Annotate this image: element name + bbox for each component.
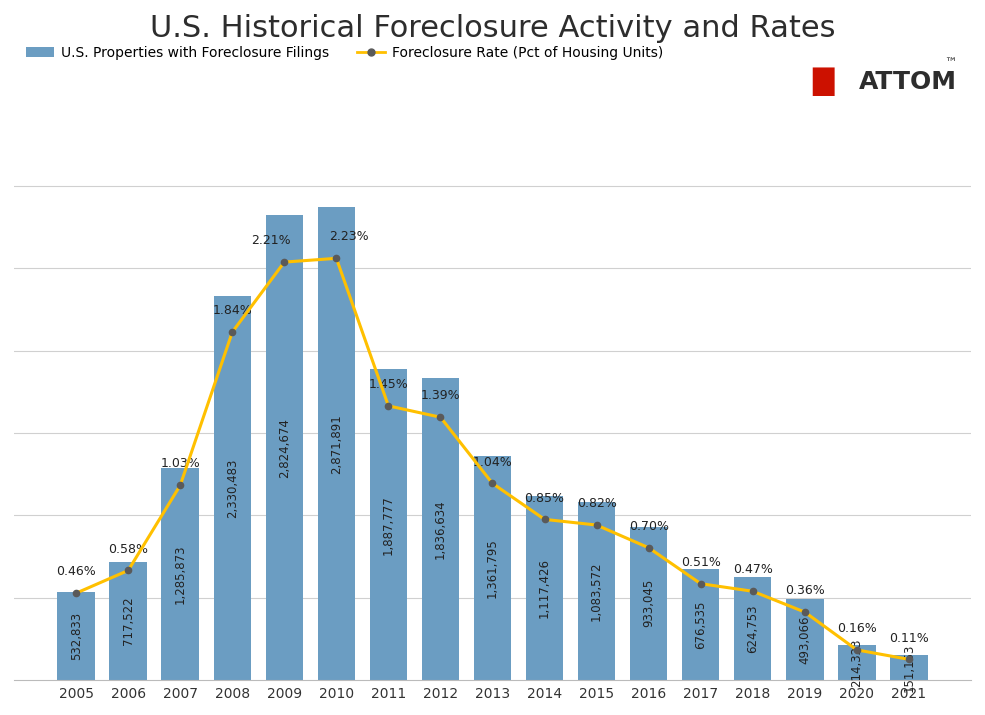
Text: 532,833: 532,833 — [70, 612, 83, 661]
Title: U.S. Historical Foreclosure Activity and Rates: U.S. Historical Foreclosure Activity and… — [150, 14, 835, 43]
Text: 0.82%: 0.82% — [576, 497, 617, 511]
Text: ATTOM: ATTOM — [859, 70, 956, 94]
Text: 0.58%: 0.58% — [108, 543, 148, 556]
Text: 2,330,483: 2,330,483 — [226, 458, 238, 518]
Text: 624,753: 624,753 — [747, 604, 759, 653]
Text: 0.70%: 0.70% — [628, 520, 669, 533]
Text: 0.16%: 0.16% — [837, 622, 877, 635]
Text: █: █ — [812, 67, 833, 96]
Text: 1,361,795: 1,361,795 — [486, 538, 499, 598]
Bar — [578, 502, 616, 680]
Bar — [838, 645, 876, 680]
Text: 2,871,891: 2,871,891 — [330, 414, 343, 473]
Text: 676,535: 676,535 — [694, 601, 707, 649]
Text: 0.11%: 0.11% — [889, 631, 929, 644]
Text: 933,045: 933,045 — [642, 579, 655, 628]
Text: 0.51%: 0.51% — [681, 556, 721, 569]
Bar — [422, 378, 459, 680]
Text: 214,323: 214,323 — [850, 638, 863, 687]
Text: 1.04%: 1.04% — [473, 455, 512, 468]
Bar — [109, 562, 147, 680]
Text: 493,066: 493,066 — [798, 616, 812, 664]
Text: 1.84%: 1.84% — [213, 305, 252, 317]
Text: 0.46%: 0.46% — [56, 566, 96, 578]
Text: 0.36%: 0.36% — [785, 584, 824, 597]
Bar — [629, 526, 668, 680]
Text: 1.03%: 1.03% — [161, 458, 200, 470]
Text: 1,285,873: 1,285,873 — [173, 545, 187, 604]
Text: 1,836,634: 1,836,634 — [434, 499, 447, 558]
Text: 0.47%: 0.47% — [733, 563, 772, 576]
Bar — [786, 599, 823, 680]
Bar — [474, 456, 511, 680]
Text: 1.39%: 1.39% — [421, 390, 460, 403]
Text: 2.23%: 2.23% — [330, 230, 369, 244]
Bar — [57, 593, 95, 680]
Bar — [682, 568, 719, 680]
Text: 1,083,572: 1,083,572 — [590, 561, 603, 621]
Text: 717,522: 717,522 — [122, 597, 135, 646]
Text: 2,824,674: 2,824,674 — [278, 418, 291, 478]
Bar — [890, 655, 928, 680]
Bar — [526, 496, 563, 680]
Text: 1.45%: 1.45% — [368, 378, 409, 391]
Text: ™: ™ — [945, 56, 956, 70]
Text: 1,887,777: 1,887,777 — [382, 495, 395, 555]
Legend: U.S. Properties with Foreclosure Filings, Foreclosure Rate (Pct of Housing Units: U.S. Properties with Foreclosure Filings… — [21, 40, 669, 66]
Bar — [369, 369, 407, 680]
Text: 2.21%: 2.21% — [251, 235, 292, 247]
Bar — [734, 577, 771, 680]
Bar — [162, 468, 199, 680]
Text: 151,153: 151,153 — [902, 644, 915, 692]
Text: 1,117,426: 1,117,426 — [538, 558, 551, 618]
Text: 0.85%: 0.85% — [525, 491, 564, 505]
Bar — [266, 215, 303, 680]
Bar — [214, 296, 251, 680]
Bar — [317, 207, 356, 680]
